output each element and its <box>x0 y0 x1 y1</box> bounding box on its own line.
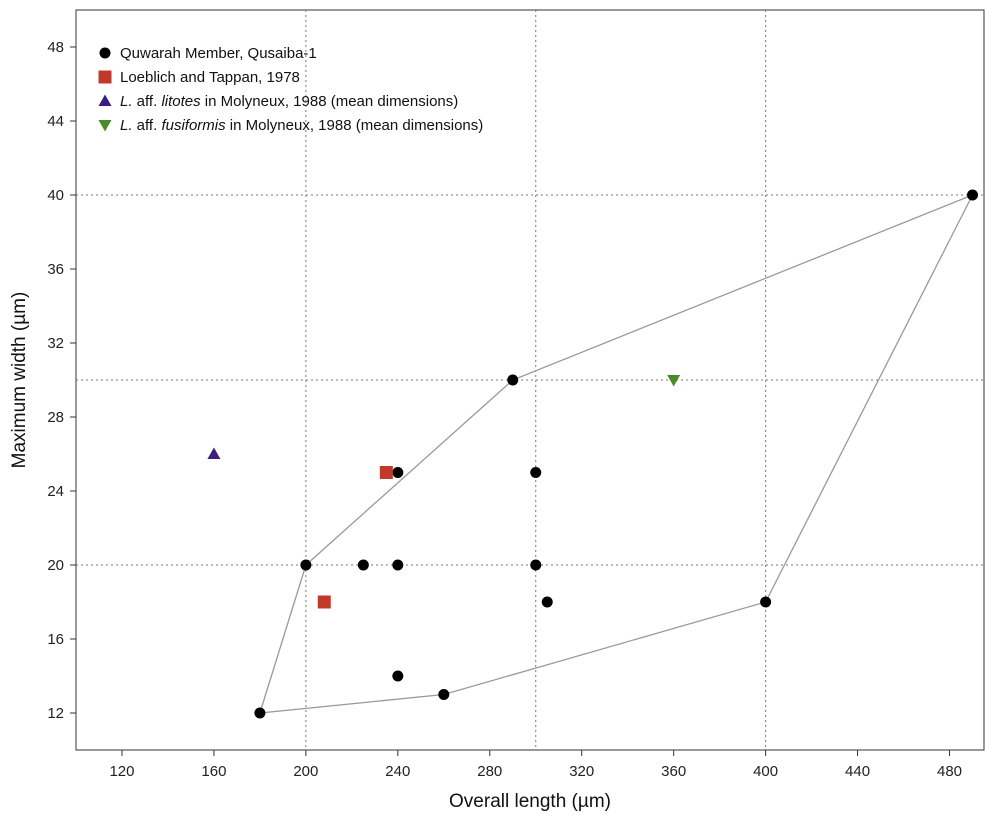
data-point-square <box>317 595 331 609</box>
y-tick-label: 12 <box>47 705 64 722</box>
data-point-circle <box>967 189 979 201</box>
x-tick-label: 480 <box>937 763 962 780</box>
y-tick-label: 32 <box>47 335 64 352</box>
y-tick-label: 24 <box>47 483 64 500</box>
hull-outline <box>258 193 974 714</box>
x-tick-label: 280 <box>477 763 502 780</box>
x-tick-label: 440 <box>845 763 870 780</box>
x-tick-label: 320 <box>569 763 594 780</box>
x-tick-label: 240 <box>385 763 410 780</box>
data-point-circle <box>438 689 450 700</box>
x-tick-label: 120 <box>109 763 134 780</box>
legend-entry: Quwarah Member, Qusaiba-1 <box>120 45 317 62</box>
legend-entry: L. aff. litotes in Molyneux, 1988 (mean … <box>120 93 458 110</box>
convex-hull <box>258 193 974 714</box>
y-tick-label: 36 <box>47 261 64 278</box>
data-point-circle <box>300 559 312 571</box>
x-tick-label: 160 <box>201 763 226 780</box>
y-tick-label: 28 <box>47 409 64 426</box>
data-point-triangle-down <box>667 375 681 387</box>
y-tick-label: 16 <box>47 631 64 648</box>
x-axis-title: Overall length (µm) <box>449 791 611 812</box>
data-point-circle <box>392 559 404 571</box>
data-point-circle <box>530 559 542 571</box>
y-axis-title: Maximum width (µm) <box>9 292 30 469</box>
legend-entry: L. aff. fusiformis in Molyneux, 1988 (me… <box>120 117 483 134</box>
legend-marker-triangle-down <box>98 120 112 132</box>
y-tick-label: 40 <box>47 187 64 204</box>
data-point-circle <box>760 596 772 608</box>
data-point-square <box>379 466 393 479</box>
y-axis-ticks: 12 16 20 24 28 32 36 40 44 48 <box>47 39 76 722</box>
data-point-circle <box>507 374 519 386</box>
y-tick-label: 48 <box>47 39 64 56</box>
x-tick-label: 200 <box>293 763 318 780</box>
data-point-circle <box>392 467 404 478</box>
legend-marker-triangle-up <box>98 94 112 106</box>
data-point-circle <box>357 559 369 571</box>
data-point-circle <box>530 467 542 478</box>
legend-entry: Loeblich and Tappan, 1978 <box>120 69 300 86</box>
data-point-circle <box>392 670 404 682</box>
legend: Quwarah Member, Qusaiba-1 Loeblich and Ta… <box>98 45 483 134</box>
legend-marker-square <box>98 70 112 84</box>
data-point-circle <box>254 707 266 719</box>
data-points <box>207 189 979 719</box>
x-tick-label: 400 <box>753 763 778 780</box>
data-point-circle <box>541 596 553 608</box>
x-tick-label: 360 <box>661 763 686 780</box>
x-axis-ticks: 120 160 200 240 280 320 360 400 440 480 <box>109 750 962 780</box>
data-point-triangle-up <box>207 447 221 459</box>
gridlines <box>76 10 984 750</box>
y-tick-label: 44 <box>47 113 64 130</box>
y-tick-label: 20 <box>47 557 64 574</box>
legend-marker-circle <box>99 47 111 59</box>
